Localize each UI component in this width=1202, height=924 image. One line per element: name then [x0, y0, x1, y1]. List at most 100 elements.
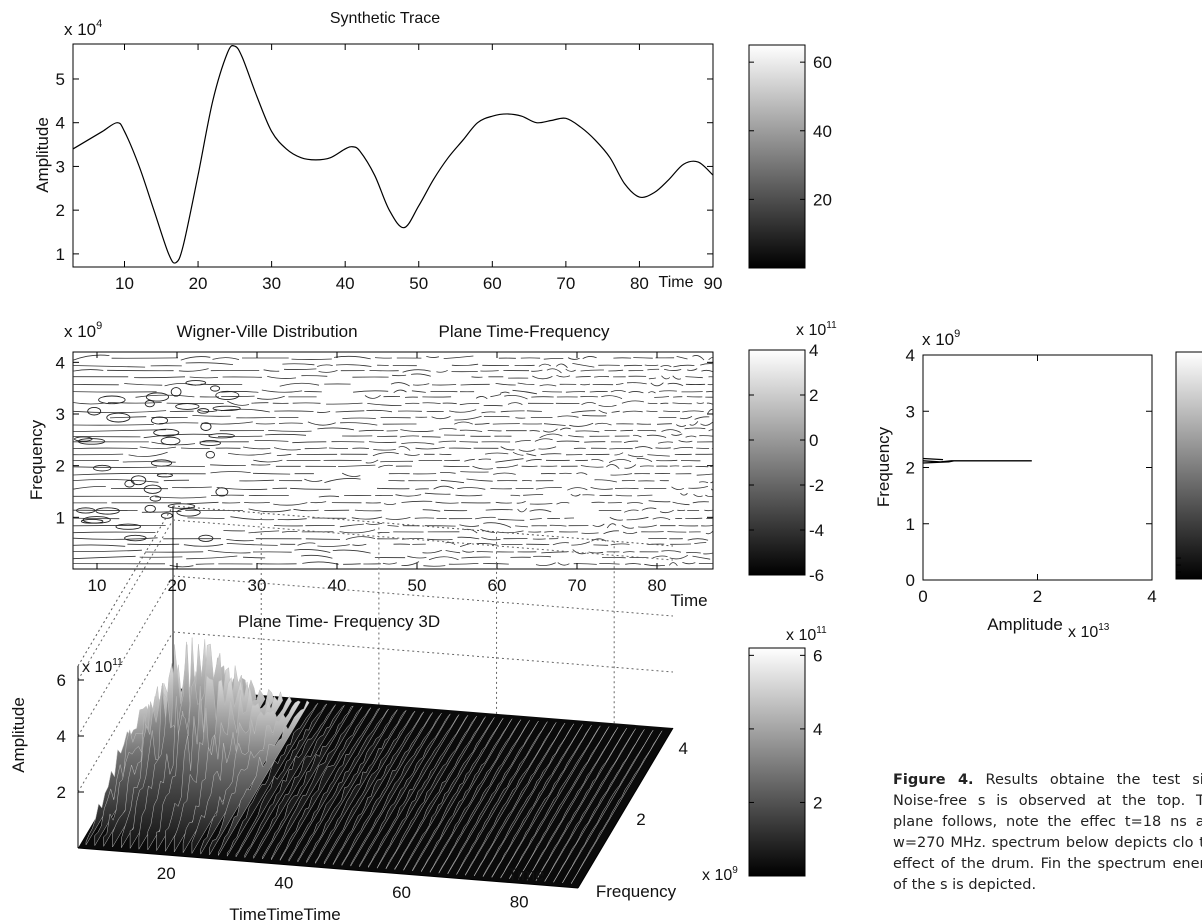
- x-tick-label: 70: [568, 576, 587, 595]
- contour-line: [73, 368, 713, 374]
- wv-colorbar: x 1011 4 2 0 -2 -4 -6: [748, 320, 837, 585]
- trace-xlabel: Time: [659, 274, 694, 291]
- surface-colorbar: x 1011 6 4 2: [748, 625, 827, 877]
- x-tick-label: 60: [488, 576, 507, 595]
- surface-ridge: [421, 718, 513, 873]
- contour-line: [73, 478, 713, 484]
- x-tick-label: 60: [392, 883, 411, 902]
- surface-ridge: [359, 713, 451, 868]
- contour-blob: [185, 380, 207, 386]
- x-tick-label: 20: [189, 274, 208, 293]
- spectrum-series-line: [922, 457, 1032, 464]
- caption-label: Figure 4.: [893, 772, 974, 788]
- contour-blob: [115, 523, 141, 530]
- x-tick-label: 60: [483, 274, 502, 293]
- surface-ridge: [509, 725, 601, 880]
- contour-blob: [93, 464, 112, 472]
- axis-edge: [77, 847, 579, 889]
- surface-ridge: [209, 700, 301, 856]
- y-tick-label: 2: [56, 201, 65, 220]
- contour-blob: [198, 534, 214, 542]
- colorbar-tick-label: -4: [809, 521, 824, 540]
- contour-line: [73, 400, 713, 408]
- surface-colorbar-multiplier: x 1011: [786, 625, 827, 644]
- contour-blob: [175, 403, 200, 410]
- surface-ridge: [350, 713, 442, 868]
- y-tick-label: 4: [906, 346, 915, 365]
- contour-blob: [205, 450, 215, 459]
- colorbar-tick-label: -6: [809, 566, 824, 585]
- contour-blob: [124, 534, 147, 542]
- trace-ylabel: Amplitude: [33, 117, 52, 193]
- surface-ridge: [341, 712, 433, 867]
- x-tick-label: 80: [510, 892, 529, 911]
- surface-ridge: [438, 720, 530, 875]
- surface-ridge: [368, 714, 460, 869]
- contour-line: [73, 507, 713, 514]
- grid-line: [172, 575, 674, 617]
- contour-line: [73, 446, 713, 452]
- contour-line: [73, 485, 713, 491]
- x-tick-label: 40: [336, 274, 355, 293]
- x-tick-label: 20: [168, 576, 187, 595]
- y-tick-label: 0: [906, 571, 915, 590]
- trace-colorbar: 60 40 20: [748, 44, 832, 269]
- spectrum-y-multiplier: x 109: [922, 328, 960, 349]
- contour-blob: [200, 422, 212, 431]
- x-tick-label: 30: [248, 576, 267, 595]
- contour-blob: [144, 504, 156, 513]
- colorbar-tick-label: -2: [809, 476, 824, 495]
- wv-y-multiplier-exp: 9: [96, 320, 102, 332]
- spectrum-axis-ticks: 0 2 4 0 1 2 3 4: [906, 346, 1157, 606]
- surface-ridge: [473, 722, 566, 877]
- y-tick-label: 3: [906, 402, 915, 421]
- surface-ridge: [332, 711, 425, 866]
- contour-blob: [208, 433, 235, 439]
- surface-axes-and-mesh: 20 40 60 80 2 4 2 4 6: [57, 505, 688, 911]
- contour-line: [73, 471, 713, 477]
- contour-blob: [145, 392, 170, 402]
- y-tick-label: 2: [636, 810, 645, 829]
- grid-line: [77, 575, 174, 737]
- spectrum-x-multiplier: x 1013: [1068, 622, 1110, 641]
- y-tick-label: 4: [678, 739, 687, 758]
- contour-blob: [144, 400, 155, 408]
- colorbar-tick-label: 40: [813, 122, 832, 141]
- contour-blob: [156, 473, 173, 478]
- spectrum-ylabel: Frequency: [874, 426, 893, 507]
- surface-ridge: [315, 710, 407, 865]
- grid-line: [77, 519, 174, 681]
- contour-line: [73, 438, 713, 446]
- grid-line: [77, 505, 174, 667]
- wv-title: Wigner-Ville Distribution: [176, 322, 357, 341]
- wv-ylabel: Frequency: [27, 419, 46, 500]
- contour-line: [73, 549, 713, 555]
- contour-line: [73, 457, 701, 464]
- y-tick-label: 2: [56, 457, 65, 476]
- surface-ridge: [429, 719, 522, 874]
- contour-blob: [212, 405, 241, 411]
- surface-ridge: [323, 710, 416, 865]
- contour-blob: [95, 507, 120, 515]
- surface-panel: Plane Time- Frequency 3D x 1011 20 40 60 80…: [9, 505, 738, 924]
- spectrum-colorbar: 6C4C2C: [1175, 351, 1202, 580]
- grid-line: [172, 519, 674, 561]
- x-tick-label: 80: [630, 274, 649, 293]
- surface-xlabel: TimeTimeTime: [229, 905, 340, 924]
- surface-ridge: [297, 708, 389, 863]
- contour-line: [73, 373, 713, 380]
- surface-ridge: [447, 720, 539, 875]
- surface-zlabel: Amplitude: [9, 697, 28, 773]
- surface-ridge: [553, 729, 645, 884]
- contour-blob: [153, 428, 180, 437]
- x-tick-label: 50: [409, 274, 428, 293]
- colorbar-tick-label: 0: [809, 431, 818, 450]
- figure-caption: Figure 4. Results obtaine the test site.…: [893, 770, 1202, 896]
- contour-blob: [160, 512, 173, 519]
- surface-ridge: [456, 721, 548, 876]
- x-tick-label: 40: [274, 873, 293, 892]
- x-tick-label: 4: [1147, 587, 1156, 606]
- x-tick-label: 20: [157, 864, 176, 883]
- surface-ridge: [235, 703, 328, 858]
